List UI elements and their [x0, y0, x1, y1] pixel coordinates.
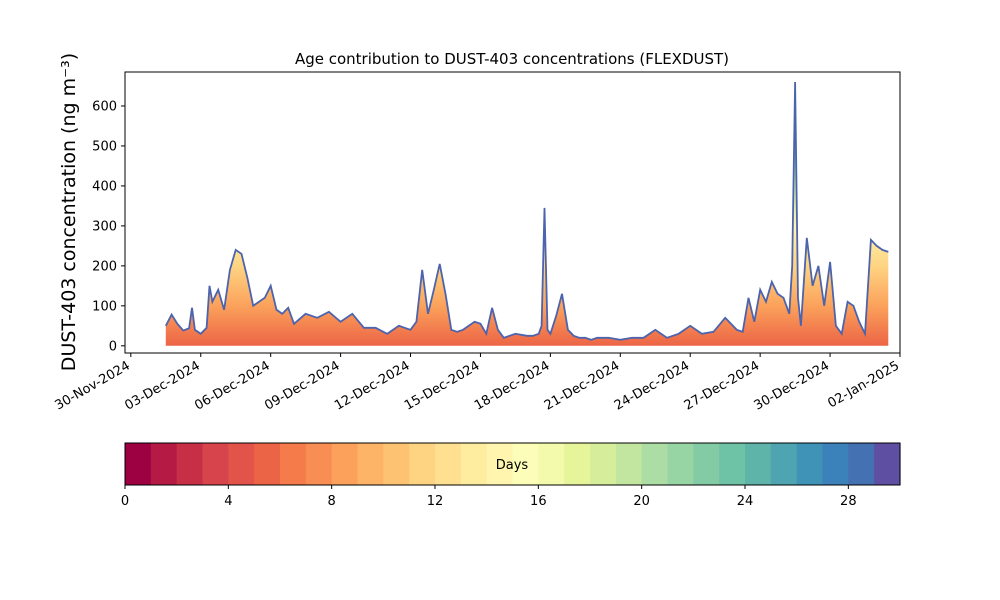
y-tick-label: 100: [92, 299, 117, 314]
colorbar-frame: [124, 442, 901, 486]
colorbar-cell: [409, 443, 436, 485]
y-tick-label: 600: [92, 99, 117, 114]
y-tick-label: 200: [92, 259, 117, 274]
colorbar-cell: [460, 443, 488, 485]
x-axis: 30-Nov-202403-Dec-202406-Dec-202409-Dec-…: [53, 353, 902, 414]
x-tick-label: 15-Dec-2024: [402, 358, 482, 413]
colorbar-tick-label: 16: [530, 494, 547, 509]
plot-area: [165, 81, 889, 346]
colorbar-tick-label: 28: [840, 494, 857, 509]
colorbar-cell: [176, 443, 204, 485]
y-tick-label: 300: [92, 219, 117, 234]
colorbar-cell: [641, 443, 669, 485]
total-concentration-line: [165, 81, 889, 341]
y-axis-label: DUST-403 concentration (ng m⁻³): [58, 53, 80, 371]
colorbar-cell: [512, 443, 539, 485]
x-tick-label: 30-Dec-2024: [752, 358, 832, 413]
colorbar-cell: [822, 443, 849, 485]
x-tick-label: 18-Dec-2024: [472, 358, 552, 413]
y-axis: 0 100 200 300 400 500 600: [92, 99, 125, 354]
colorbar-cell: [383, 443, 410, 485]
colorbar-axis: 0 4 8 12 16 20 24 28: [121, 485, 857, 509]
colorbar-cell: [331, 443, 359, 485]
colorbar-cell: [564, 443, 591, 485]
colorbar-cell: [719, 443, 746, 485]
chart-title: Age contribution to DUST-403 concentrati…: [295, 50, 729, 68]
colorbar-cell: [848, 443, 875, 485]
colorbar-cell: [150, 443, 178, 485]
colorbar-tick-label: 12: [427, 494, 444, 509]
colorbar-tick-label: 0: [121, 494, 129, 509]
x-tick-label: 02-Jan-2025: [825, 358, 902, 411]
colorbar-cell: [745, 443, 772, 485]
colorbar-cell: [125, 443, 152, 485]
x-tick-label: 12-Dec-2024: [332, 358, 412, 413]
x-tick-label: 21-Dec-2024: [542, 358, 622, 413]
y-tick-label: 400: [92, 179, 117, 194]
colorbar: [125, 443, 901, 485]
colorbar-cell: [615, 443, 643, 485]
colorbar-label: Days: [496, 458, 529, 473]
colorbar-cell: [228, 443, 255, 485]
colorbar-cell: [538, 443, 565, 485]
x-tick-label: 24-Dec-2024: [612, 358, 692, 413]
colorbar-tick-label: 20: [633, 494, 650, 509]
y-tick-label: 0: [109, 339, 117, 354]
total-concentration-area: [165, 82, 889, 346]
colorbar-tick-label: 24: [737, 494, 754, 509]
x-tick-label: 06-Dec-2024: [192, 358, 272, 413]
colorbar-cell: [280, 443, 307, 485]
colorbar-tick-label: 4: [224, 494, 232, 509]
y-tick-label: 500: [92, 139, 117, 154]
colorbar-cell: [305, 443, 333, 485]
colorbar-cell: [667, 443, 694, 485]
colorbar-cell: [590, 443, 617, 485]
colorbar-cell: [874, 443, 901, 485]
x-tick-label: 09-Dec-2024: [262, 358, 342, 413]
colorbar-cell: [202, 443, 229, 485]
colorbar-tick-label: 8: [328, 494, 336, 509]
plot-frame: [124, 71, 901, 354]
x-tick-label: 03-Dec-2024: [122, 358, 202, 413]
colorbar-cell: [486, 443, 514, 485]
colorbar-cell: [357, 443, 384, 485]
x-tick-label: 27-Dec-2024: [682, 358, 762, 413]
colorbar-cell: [693, 443, 720, 485]
colorbar-cell: [435, 443, 462, 485]
colorbar-cell: [254, 443, 281, 485]
colorbar-cell: [796, 443, 824, 485]
colorbar-cell: [770, 443, 798, 485]
